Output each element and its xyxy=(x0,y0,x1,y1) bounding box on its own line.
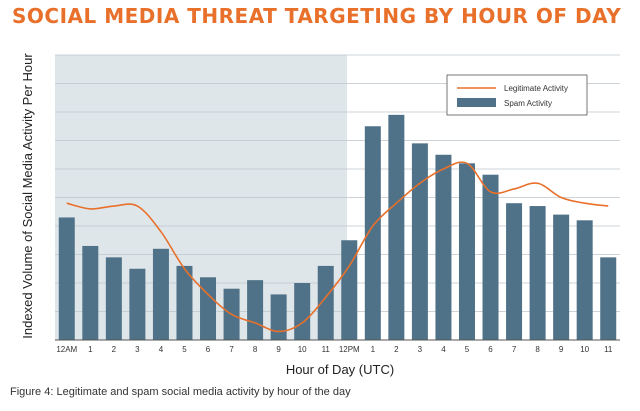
spam-bar xyxy=(482,174,499,340)
x-tick-label: 9 xyxy=(559,345,564,354)
x-tick-labels: 12AM 1 2 3 4 5 6 7 8 9 10 11 12PM 1 2 3 4 5 6 7 8 9 10 11 xyxy=(56,345,613,354)
x-tick-label: 5 xyxy=(465,345,470,354)
x-tick-label: 6 xyxy=(206,345,211,354)
x-tick-label: 2 xyxy=(112,345,117,354)
x-tick-label: 4 xyxy=(159,345,164,354)
legend-bar-swatch xyxy=(457,98,496,107)
spam-bar xyxy=(600,257,617,340)
x-tick-label: 4 xyxy=(441,345,446,354)
spam-bar xyxy=(388,114,405,340)
spam-bar xyxy=(200,277,217,340)
x-tick-label: 3 xyxy=(418,345,423,354)
spam-bar xyxy=(270,294,287,340)
x-tick-label: 8 xyxy=(253,345,258,354)
x-tick-label: 10 xyxy=(580,345,589,354)
spam-bar xyxy=(341,240,358,340)
x-tick-label: 3 xyxy=(135,345,140,354)
spam-bar xyxy=(435,154,452,340)
legend-box xyxy=(446,74,588,116)
x-tick-label: 10 xyxy=(298,345,307,354)
spam-bar xyxy=(576,220,593,340)
x-tick-label: 8 xyxy=(535,345,540,354)
x-tick-label: 9 xyxy=(276,345,281,354)
spam-bar xyxy=(553,214,570,340)
x-tick-label: 12PM xyxy=(339,345,360,354)
spam-bar xyxy=(58,217,75,340)
bar-series xyxy=(58,114,617,340)
spam-bar xyxy=(411,143,428,340)
x-tick-label: 5 xyxy=(182,345,187,354)
chart-title: SOCIAL MEDIA THREAT TARGETING BY HOUR OF… xyxy=(12,4,622,28)
x-tick-label: 2 xyxy=(394,345,399,354)
spam-bar xyxy=(129,268,146,340)
spam-bar xyxy=(458,163,475,340)
x-tick-label: 7 xyxy=(229,345,234,354)
spam-bar xyxy=(529,206,546,340)
x-tick-label: 1 xyxy=(88,345,93,354)
x-tick-label: 11 xyxy=(604,345,613,354)
legitimate-activity-line xyxy=(66,161,609,333)
spam-bar xyxy=(364,126,381,340)
y-axis-title: Indexed Volume of Social Media Activity … xyxy=(20,53,35,339)
x-tick-label: 12AM xyxy=(56,345,77,354)
legend-label-spam: Spam Activity xyxy=(504,99,552,108)
spam-bar xyxy=(176,265,193,340)
spam-bar xyxy=(82,245,99,340)
x-axis-title: Hour of Day (UTC) xyxy=(286,362,394,377)
figure-caption: Figure 4: Legitimate and spam social med… xyxy=(10,386,351,398)
spam-bar xyxy=(506,203,523,340)
x-tick-label: 11 xyxy=(322,345,331,354)
legend: Legitimate Activity Spam Activity xyxy=(446,74,588,116)
spam-bar xyxy=(317,265,334,340)
spam-bar xyxy=(105,257,122,340)
spam-bar xyxy=(152,248,169,340)
spam-bar xyxy=(294,283,311,340)
x-tick-label: 7 xyxy=(512,345,517,354)
spam-bar xyxy=(247,280,264,340)
x-tick-label: 1 xyxy=(371,345,376,354)
x-tick-label: 6 xyxy=(488,345,493,354)
legend-label-legitimate: Legitimate Activity xyxy=(504,84,568,93)
